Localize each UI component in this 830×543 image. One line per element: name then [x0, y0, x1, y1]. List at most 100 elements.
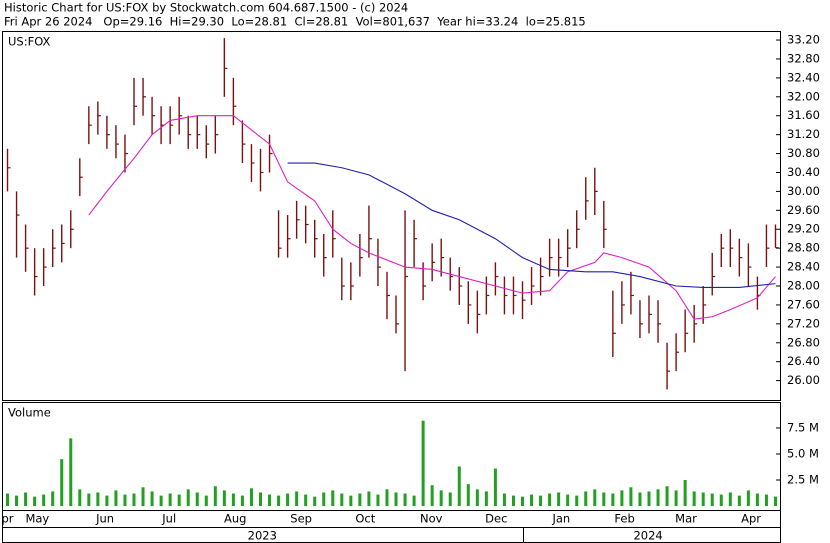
volume-bar: [719, 494, 723, 506]
volume-bar: [764, 494, 768, 506]
volume-bar: [584, 491, 588, 506]
volume-bar: [566, 494, 570, 506]
volume-bar: [539, 495, 543, 506]
volume-bar: [602, 492, 606, 506]
volume-bar: [430, 485, 434, 506]
chart-title: Historic Chart for US:FOX by Stockwatch.…: [4, 1, 408, 15]
x-tick-label: Mar: [675, 512, 697, 526]
volume-bar: [322, 492, 326, 506]
volume-bar: [277, 495, 281, 506]
volume-bar: [466, 484, 470, 506]
x-tick-label: Jan: [551, 512, 570, 526]
y-tick-label: 28.80: [787, 241, 820, 255]
volume-bar: [168, 493, 172, 506]
volume-bar: [755, 493, 759, 506]
volume-bar: [258, 492, 262, 506]
volume-bar: [665, 486, 669, 506]
volume-label: Volume: [8, 406, 51, 420]
volume-bar: [728, 492, 732, 506]
volume-bar: [340, 493, 344, 506]
volume-bar: [231, 493, 235, 506]
y-tick-label: 26.40: [787, 354, 820, 368]
volume-bar: [647, 491, 651, 506]
volume-bar: [620, 490, 624, 506]
volume-bar: [249, 488, 253, 506]
volume-bar: [132, 493, 136, 506]
symbol-label: US:FOX: [8, 35, 51, 49]
volume-bar: [195, 492, 199, 506]
volume-bar: [701, 492, 705, 506]
volume-bar: [737, 495, 741, 506]
volume-bar: [177, 494, 181, 506]
volume-bar: [394, 492, 398, 506]
volume-bar: [222, 490, 226, 506]
volume-bar: [78, 489, 82, 506]
volume-bar: [530, 494, 534, 506]
volume-bar: [268, 494, 272, 506]
volume-bar: [376, 494, 380, 506]
volume-tick-label: 7.5 M: [787, 420, 819, 434]
volume-bar: [60, 459, 64, 506]
y-tick-label: 26.80: [787, 335, 820, 349]
volume-bar: [385, 489, 389, 506]
volume-tick-label: 5.0 M: [787, 446, 819, 460]
volume-bar: [349, 495, 353, 506]
y-tick-label: 29.60: [787, 203, 820, 217]
volume-bar: [575, 495, 579, 506]
volume-bar: [710, 493, 714, 506]
year-label: 2024: [633, 529, 662, 543]
volume-bar: [331, 490, 335, 506]
volume-bar: [773, 496, 777, 506]
volume-bar: [33, 496, 37, 506]
volume-bar: [295, 491, 299, 506]
volume-bar: [493, 468, 497, 506]
y-tick-label: 27.60: [787, 297, 820, 311]
volume-bar: [114, 490, 118, 506]
volume-bar: [42, 494, 46, 506]
volume-bar: [557, 492, 561, 506]
volume-bar: [638, 492, 642, 506]
volume-bar: [683, 479, 687, 506]
y-tick-label: 28.00: [787, 279, 820, 293]
volume-bar: [150, 491, 154, 506]
moving-average: [88, 115, 776, 320]
volume-bar: [475, 489, 479, 506]
x-tick-label: Jul: [161, 512, 176, 526]
x-tick-label: pr: [2, 512, 14, 526]
volume-bar: [511, 495, 515, 506]
volume-bar: [692, 491, 696, 506]
y-tick-label: 26.00: [787, 373, 820, 387]
volume-bar: [367, 491, 371, 506]
volume-bar: [96, 492, 100, 506]
x-tick-label: Dec: [485, 512, 507, 526]
volume-bar: [448, 492, 452, 506]
x-tick-label: Nov: [420, 512, 443, 526]
volume-bar: [69, 438, 73, 506]
year-label: 2023: [248, 529, 277, 543]
y-tick-label: 28.40: [787, 260, 820, 274]
y-tick-label: 31.60: [787, 108, 820, 122]
volume-bar: [87, 493, 91, 506]
volume-bar: [313, 496, 317, 506]
y-tick-label: 30.80: [787, 146, 820, 160]
volume-bar: [746, 490, 750, 506]
volume-bar: [403, 493, 407, 506]
x-tick-label: Feb: [614, 512, 634, 526]
volume-bar: [484, 491, 488, 506]
volume-bar: [593, 489, 597, 506]
volume-bar: [24, 492, 28, 506]
volume-bar: [304, 494, 308, 506]
volume-bar: [286, 493, 290, 506]
volume-bar: [629, 487, 633, 506]
volume-bar: [204, 495, 208, 506]
volume-bar: [548, 493, 552, 506]
volume-bar: [186, 489, 190, 506]
volume-bar: [674, 490, 678, 506]
volume-tick-label: 2.5 M: [787, 472, 819, 486]
volume-bar: [6, 493, 10, 506]
x-tick-label: Aug: [224, 512, 246, 526]
moving-average: [287, 162, 776, 288]
volume-bar: [439, 490, 443, 506]
